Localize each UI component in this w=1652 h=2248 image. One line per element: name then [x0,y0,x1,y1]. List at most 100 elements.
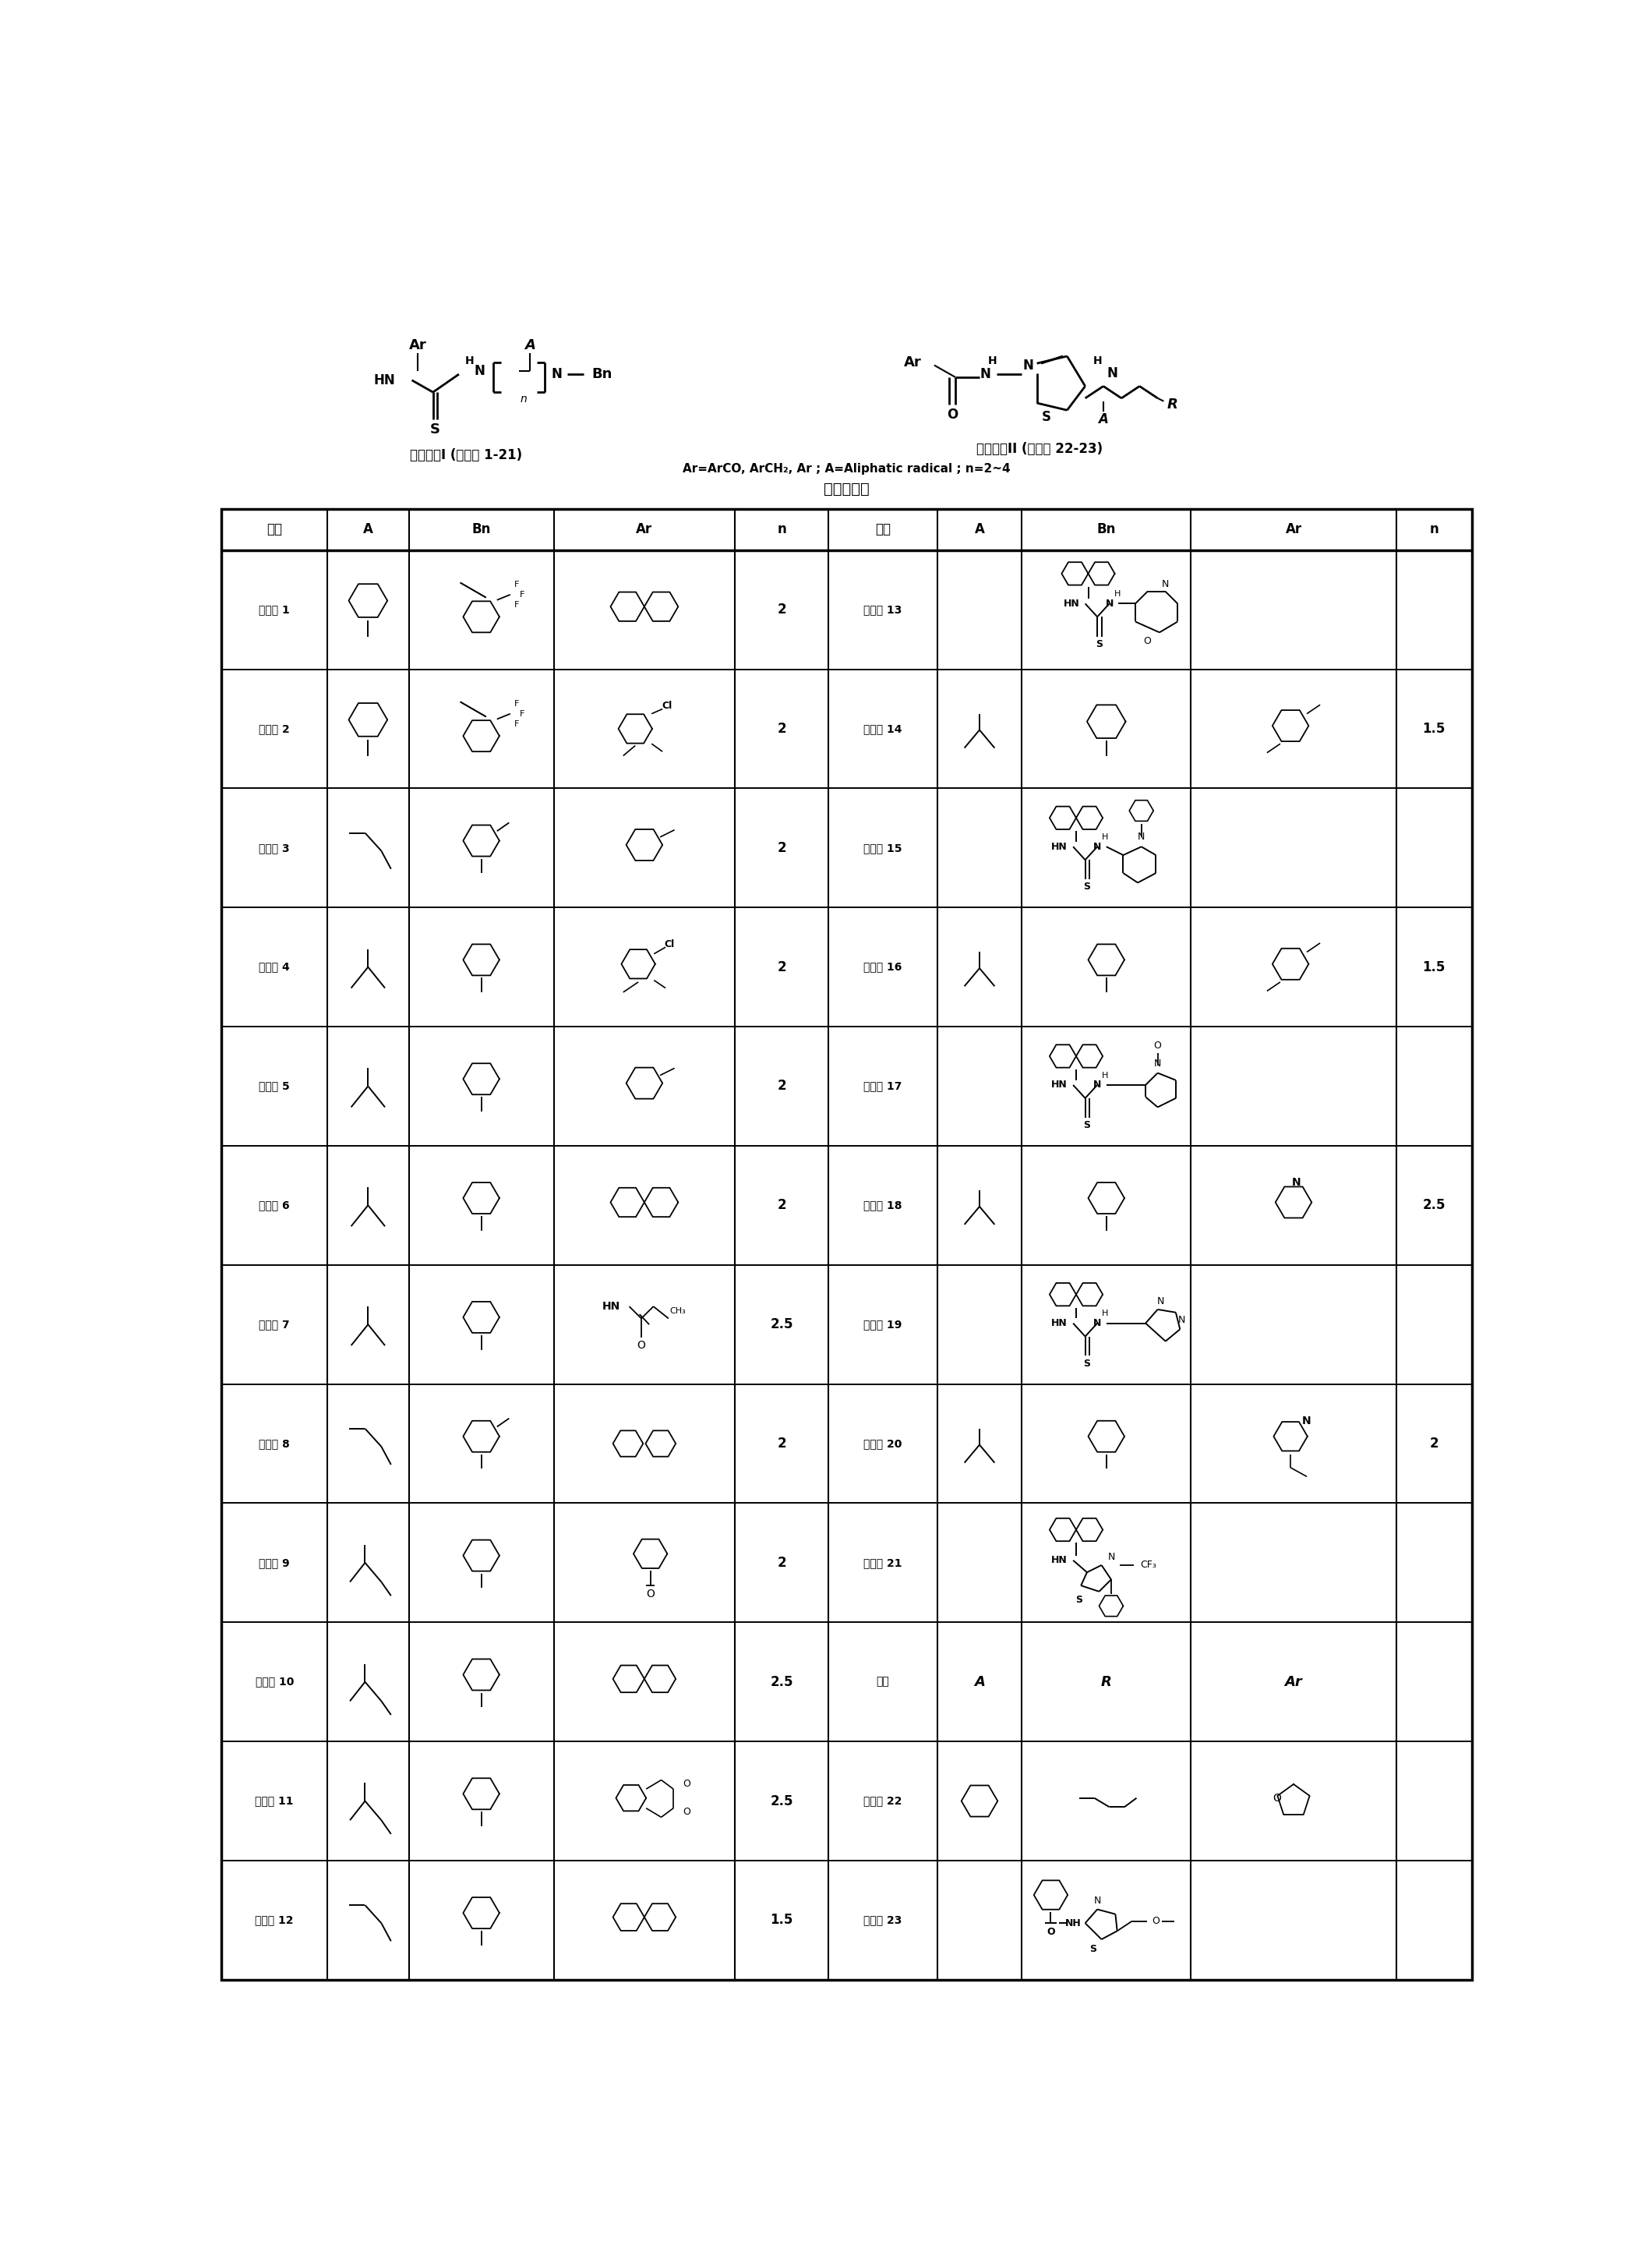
Text: 化合物 15: 化合物 15 [864,843,902,854]
Text: 化合物 8: 化合物 8 [259,1439,291,1450]
Text: Ar: Ar [1285,1675,1302,1688]
Text: 2: 2 [1429,1436,1439,1450]
Text: 2: 2 [776,602,786,616]
Text: N: N [1094,1317,1102,1329]
Text: 化合物 4: 化合物 4 [259,962,291,973]
Text: F: F [514,719,519,728]
Text: F: F [520,710,525,717]
Bar [221,510,1472,1980]
Text: R: R [1100,1675,1112,1688]
Text: N: N [1023,357,1032,373]
Text: HN: HN [1051,1079,1067,1090]
Text: N: N [1105,598,1113,609]
Text: H: H [1102,1072,1108,1079]
Text: 化合物 5: 化合物 5 [259,1081,291,1093]
Text: N: N [980,366,991,382]
Text: 2: 2 [776,1198,786,1212]
Text: O: O [646,1589,654,1598]
Text: 2.5: 2.5 [1422,1198,1446,1212]
Text: NH: NH [1066,1918,1080,1929]
Text: N: N [1094,841,1102,852]
Text: 化合物 17: 化合物 17 [864,1081,902,1093]
Text: 2.5: 2.5 [770,1794,793,1807]
Text: 化合物 13: 化合物 13 [864,605,902,616]
Text: 化合物 2: 化合物 2 [259,724,291,735]
Text: N: N [1161,580,1170,589]
Text: 化合物 23: 化合物 23 [864,1915,902,1927]
Text: N: N [1156,1297,1165,1306]
Text: HN: HN [373,373,395,387]
Text: S: S [1095,638,1102,650]
Text: H: H [1113,591,1120,598]
Text: n: n [520,393,527,405]
Text: O: O [1047,1927,1056,1938]
Text: 化合物 11: 化合物 11 [254,1796,294,1807]
Text: 化合物 14: 化合物 14 [864,724,902,735]
Text: 化合物 7: 化合物 7 [259,1320,289,1331]
Text: 化合物通式: 化合物通式 [824,481,869,497]
Text: Bn: Bn [591,366,613,382]
Text: A: A [524,339,535,353]
Text: N: N [474,364,486,378]
Text: S: S [1075,1594,1082,1605]
Text: 化合物 16: 化合物 16 [864,962,902,973]
Text: n: n [776,522,786,537]
Text: 1.5: 1.5 [1422,960,1446,973]
Text: O: O [947,407,958,423]
Text: N: N [1292,1178,1302,1187]
Text: 2: 2 [776,1556,786,1569]
Text: Ar: Ar [904,355,922,369]
Text: F: F [514,580,519,589]
Text: S: S [1090,1945,1097,1954]
Text: Ar: Ar [410,339,426,353]
Text: CH₃: CH₃ [669,1308,686,1315]
Text: 化合物 22: 化合物 22 [864,1796,902,1807]
Text: N: N [1094,1895,1100,1906]
Text: S: S [1084,1358,1090,1369]
Text: 2: 2 [776,722,786,735]
Text: N: N [1155,1059,1161,1068]
Text: N: N [552,366,562,382]
Text: N: N [1302,1416,1312,1425]
Text: F: F [514,699,519,708]
Text: HN: HN [1064,598,1079,609]
Text: 化合物 10: 化合物 10 [254,1677,294,1688]
Text: Cl: Cl [664,940,676,949]
Text: 化合物 20: 化合物 20 [864,1439,902,1450]
Text: N: N [1178,1315,1186,1324]
Text: 化合物 19: 化合物 19 [864,1320,902,1331]
Text: 化合物 1: 化合物 1 [259,605,291,616]
Text: O: O [1151,1915,1160,1927]
Text: F: F [514,600,519,609]
Text: O: O [682,1778,691,1789]
Text: H: H [464,355,474,366]
Text: 2: 2 [776,1436,786,1450]
Text: S: S [1041,411,1051,425]
Text: Ar: Ar [636,522,653,537]
Text: F: F [520,591,525,598]
Text: 样品: 样品 [876,1677,889,1688]
Text: A: A [975,522,985,537]
Text: 母核结构I (化合物 1-21): 母核结构I (化合物 1-21) [410,447,522,463]
Text: 化合物 12: 化合物 12 [254,1915,294,1927]
Text: HN: HN [1051,1317,1067,1329]
Text: 化合物 21: 化合物 21 [864,1558,902,1569]
Text: CF₃: CF₃ [1140,1560,1156,1569]
Text: A: A [363,522,373,537]
Text: HN: HN [1051,841,1067,852]
Text: 样品: 样品 [876,522,890,537]
Text: S: S [1084,1120,1090,1131]
Text: HN: HN [1051,1556,1067,1565]
Text: 1.5: 1.5 [770,1913,793,1927]
Text: 母核结构II (化合物 22-23): 母核结构II (化合物 22-23) [976,443,1104,456]
Text: O: O [638,1340,646,1351]
Text: A: A [975,1675,985,1688]
Text: 样品: 样品 [266,522,282,537]
Text: Bn: Bn [1097,522,1115,537]
Text: H: H [988,355,998,366]
Text: A: A [1099,411,1108,427]
Text: 1.5: 1.5 [1422,722,1446,735]
Text: 2: 2 [776,1079,786,1093]
Text: 2: 2 [776,960,786,973]
Text: HN: HN [601,1302,620,1313]
